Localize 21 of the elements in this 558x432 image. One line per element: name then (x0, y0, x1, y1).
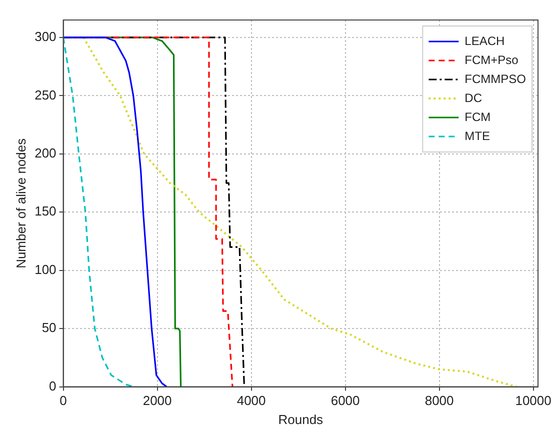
legend-label: MTE (464, 128, 490, 143)
x-tick-label: 4000 (236, 393, 266, 408)
x-tick-label: 0 (60, 393, 67, 408)
y-axis-title: Number of alive nodes (13, 138, 28, 268)
y-tick-label: 150 (34, 204, 56, 219)
x-tick-label: 10000 (515, 393, 552, 408)
y-tick-label: 0 (49, 378, 56, 394)
x-tick-label: 6000 (330, 393, 360, 408)
x-axis-title: Rounds (278, 412, 324, 427)
x-tick-label: 8000 (424, 393, 454, 408)
y-tick-label: 250 (34, 87, 56, 102)
legend-label: LEACH (464, 34, 505, 48)
legend-label: DC (464, 90, 482, 105)
legend-label: FCM (464, 110, 491, 124)
y-tick-label: 100 (34, 262, 56, 277)
y-tick-label: 50 (42, 320, 56, 336)
y-tick-label: 200 (34, 145, 56, 160)
y-tick-label: 300 (34, 29, 56, 44)
x-tick-label: 2000 (142, 393, 172, 408)
legend-label: FCMMPSO (464, 72, 526, 86)
legend-label: FCM+Pso (464, 52, 519, 67)
